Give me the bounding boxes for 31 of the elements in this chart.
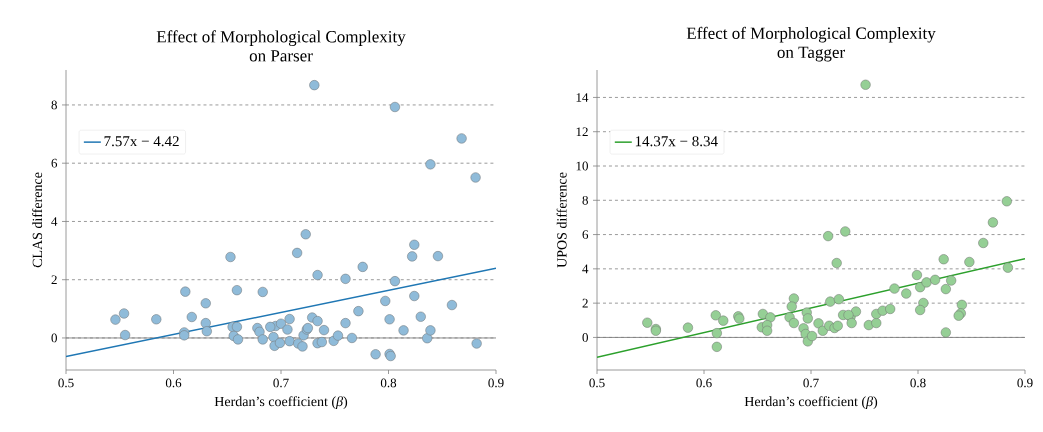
chart-title: Effect of Morphological Complexity on Parser (156, 30, 406, 62)
x-tick-label: 0.8 (910, 378, 926, 388)
y-axis-title: UPOS difference (556, 172, 567, 268)
y-tick-label: 10 (576, 161, 588, 171)
y-axis-title: CLAS difference (32, 172, 43, 268)
y-tick-label: 8 (582, 195, 588, 205)
x-tick-label: 0.7 (273, 378, 289, 388)
y-tick-label: 2 (51, 275, 57, 285)
y-tick-label: 6 (582, 230, 589, 239)
y-tick-label: 4 (51, 217, 58, 226)
x-tick-label: 0.9 (1017, 378, 1033, 388)
y-tick-label: 12 (576, 127, 588, 137)
x-tick-label: 0.7 (803, 378, 819, 388)
x-tick-label: 0.8 (380, 378, 397, 388)
x-tick-label: 0.6 (165, 378, 182, 388)
x-axis-title: Herdan’s coefficient (β) (214, 396, 348, 410)
y-tick-label: 14 (576, 93, 589, 102)
y-tick-label: 6 (51, 158, 58, 168)
x-tick-label: 0.9 (488, 378, 504, 388)
y-tick-label: 8 (51, 100, 57, 110)
x-axis-title: Herdan’s coefficient (β) (744, 396, 878, 410)
legend-label: 7.57x − 4.42 (104, 136, 179, 147)
x-tick-label: 0.5 (58, 378, 74, 388)
chart-title: Effect of Morphological Complexity on Tagger (686, 26, 936, 62)
y-tick-label: 4 (582, 264, 589, 274)
x-tick-label: 0.6 (696, 378, 712, 388)
legend-label: 14.37x − 8.34 (635, 136, 718, 147)
y-tick-label: 0 (582, 333, 588, 342)
y-tick-label: 2 (582, 298, 588, 308)
x-tick-label: 0.5 (589, 378, 605, 388)
y-tick-label: 0 (51, 333, 57, 343)
